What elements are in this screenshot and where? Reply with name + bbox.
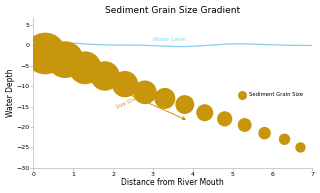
Point xyxy=(142,91,148,94)
Point xyxy=(202,111,207,114)
Point xyxy=(63,58,68,61)
Point xyxy=(222,117,227,120)
Point xyxy=(282,138,287,141)
Point xyxy=(242,124,247,127)
Point xyxy=(123,83,128,86)
Text: Water Level: Water Level xyxy=(153,37,186,42)
Point xyxy=(182,103,188,106)
Point xyxy=(262,132,267,135)
Y-axis label: Water Depth: Water Depth xyxy=(5,68,14,117)
Legend: Sediment Grain Size: Sediment Grain Size xyxy=(237,92,303,97)
Point xyxy=(43,52,48,55)
Text: Size Gradient: Size Gradient xyxy=(115,91,149,110)
Point xyxy=(162,97,167,100)
Title: Sediment Grain Size Gradient: Sediment Grain Size Gradient xyxy=(105,6,240,14)
X-axis label: Distance from River Mouth: Distance from River Mouth xyxy=(122,179,224,187)
Point xyxy=(298,146,303,149)
Point xyxy=(102,74,108,78)
Point xyxy=(83,66,88,69)
